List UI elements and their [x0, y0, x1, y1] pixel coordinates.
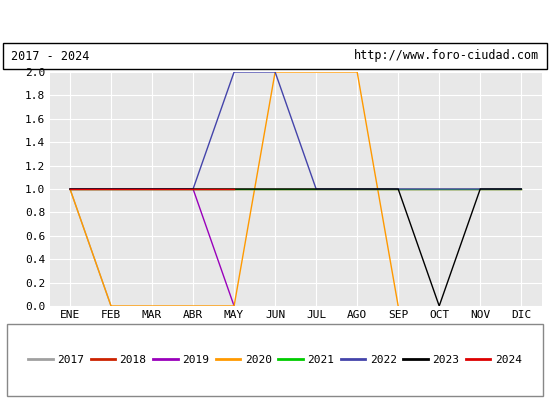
Text: http://www.foro-ciudad.com: http://www.foro-ciudad.com: [354, 50, 539, 62]
Text: 2017 - 2024: 2017 - 2024: [11, 50, 89, 62]
Legend: 2017, 2018, 2019, 2020, 2021, 2022, 2023, 2024: 2017, 2018, 2019, 2020, 2021, 2022, 2023…: [24, 350, 526, 370]
Text: Evolucion del paro registrado en Bustillo del Páramo de Carrión: Evolucion del paro registrado en Bustill…: [32, 13, 518, 29]
